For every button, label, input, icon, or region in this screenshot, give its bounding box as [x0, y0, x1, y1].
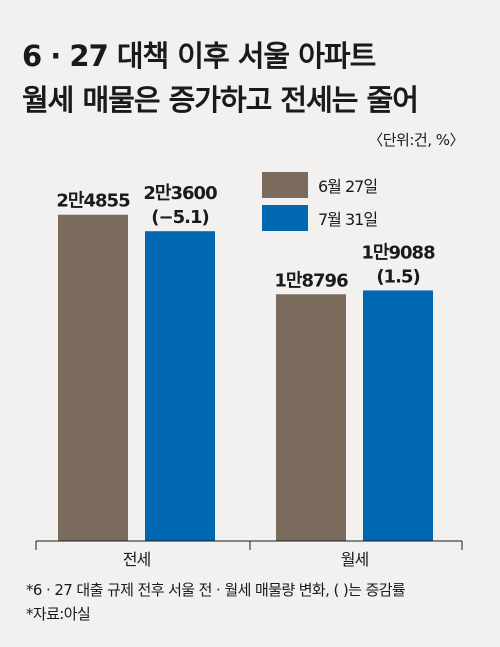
footnote-1: *6 · 27 대출 규제 전후 서울 전 · 월세 매물량 변화, ( )는 … — [26, 581, 406, 599]
change-label-2-2: (1.5) — [376, 266, 419, 287]
title-line-1: 6 · 27 대책 이후 서울 아파트 — [22, 39, 376, 73]
chart-title: 6 · 27 대책 이후 서울 아파트 월세 매물은 증가하고 전세는 줄어 — [22, 34, 492, 122]
bar-2-1 — [276, 294, 346, 541]
legend-swatch-2 — [262, 205, 308, 231]
legend-label-1: 6월 27일 — [318, 177, 377, 196]
legend-swatch-1 — [262, 172, 308, 198]
change-label-1-2: (−5.1) — [151, 207, 208, 228]
bar-1-2 — [145, 231, 215, 542]
legend-label-2: 7월 31일 — [318, 210, 377, 229]
value-label-2-1: 1만8796 — [274, 270, 348, 291]
category-label-2: 월세 — [341, 550, 369, 569]
bar-1-1 — [58, 214, 128, 541]
value-label-1-2: 2만3600 — [143, 183, 217, 204]
unit-label: 〈단위:건, %〉 — [368, 131, 464, 149]
category-label-1: 전세 — [123, 550, 151, 569]
bar-2-2 — [363, 290, 433, 541]
footnote-2: *자료:아실 — [26, 605, 91, 623]
footnotes: *6 · 27 대출 규제 전후 서울 전 · 월세 매물량 변화, ( )는 … — [26, 578, 496, 626]
value-label-1-1: 2만4855 — [56, 191, 130, 212]
value-label-2-2: 1만9088 — [361, 242, 435, 263]
title-line-2: 월세 매물은 증가하고 전세는 줄어 — [22, 83, 419, 117]
